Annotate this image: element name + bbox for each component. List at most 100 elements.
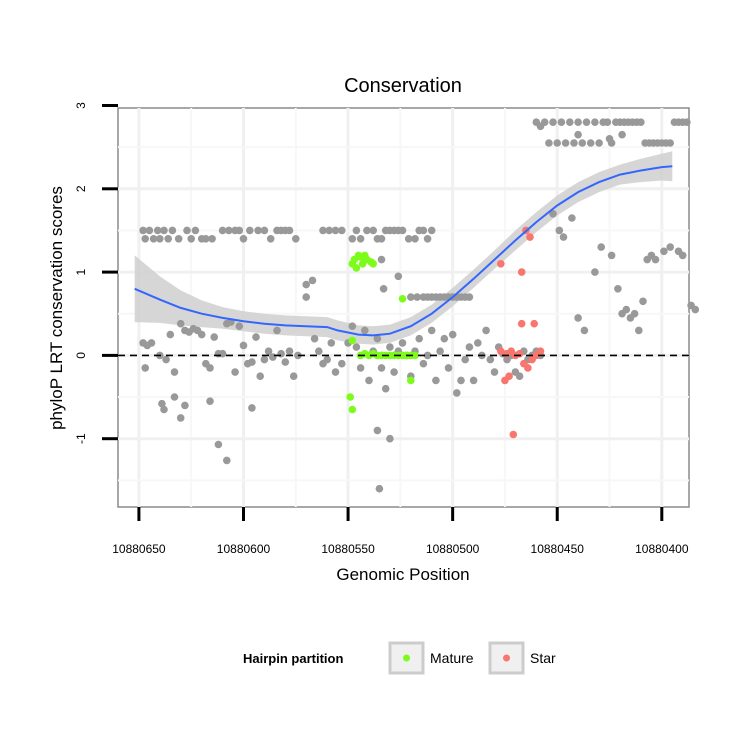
point-other bbox=[373, 426, 382, 435]
point-other bbox=[352, 343, 361, 351]
point-other bbox=[678, 251, 687, 260]
point-other bbox=[302, 280, 311, 289]
point-other bbox=[639, 297, 647, 306]
chart-title: Conservation bbox=[344, 75, 462, 97]
point-other bbox=[490, 368, 499, 376]
point-other bbox=[461, 355, 470, 364]
point-other bbox=[423, 235, 432, 243]
point-star bbox=[536, 347, 545, 356]
point-mature bbox=[348, 336, 357, 345]
point-other bbox=[331, 226, 340, 235]
point-other bbox=[553, 139, 561, 147]
point-other bbox=[474, 339, 482, 347]
point-other bbox=[622, 305, 631, 314]
point-other bbox=[432, 376, 440, 385]
y-tick-label: -1 bbox=[74, 433, 88, 444]
point-other bbox=[635, 326, 643, 335]
point-other bbox=[292, 235, 300, 243]
point-other bbox=[570, 139, 578, 147]
point-other bbox=[218, 226, 227, 235]
confidence-band bbox=[134, 151, 673, 345]
point-other bbox=[419, 359, 428, 368]
x-tick-label: 10880450 bbox=[531, 542, 585, 556]
point-star bbox=[530, 319, 538, 328]
point-other bbox=[235, 322, 244, 331]
point-other bbox=[557, 118, 566, 126]
point-other bbox=[691, 305, 700, 314]
point-other bbox=[482, 326, 490, 335]
point-other bbox=[206, 397, 214, 406]
point-other bbox=[394, 272, 403, 281]
x-tick-label: 10880650 bbox=[112, 542, 166, 556]
point-other bbox=[369, 226, 378, 235]
point-other bbox=[139, 226, 147, 235]
point-other bbox=[448, 330, 457, 339]
point-other bbox=[595, 139, 603, 147]
point-other bbox=[386, 343, 394, 351]
point-star bbox=[517, 319, 526, 328]
point-other bbox=[202, 235, 210, 243]
point-other bbox=[319, 226, 327, 235]
point-other bbox=[683, 118, 691, 126]
point-other bbox=[214, 440, 223, 449]
point-other bbox=[162, 355, 170, 364]
point-other bbox=[486, 355, 495, 364]
point-other bbox=[423, 351, 432, 360]
legend: Hairpin partition Mature Star bbox=[243, 641, 556, 675]
point-other bbox=[413, 293, 421, 301]
point-other bbox=[549, 210, 557, 218]
point-star bbox=[497, 347, 505, 356]
point-other bbox=[252, 333, 260, 341]
point-other bbox=[338, 359, 346, 368]
point-other bbox=[603, 118, 612, 126]
legend-swatch-mature bbox=[403, 654, 410, 662]
point-star bbox=[505, 372, 513, 381]
point-other bbox=[597, 243, 605, 251]
point-mature bbox=[398, 295, 407, 303]
point-other bbox=[277, 349, 285, 358]
point-other bbox=[331, 368, 340, 376]
point-other bbox=[149, 235, 158, 243]
point-other bbox=[375, 484, 384, 493]
point-other bbox=[398, 339, 407, 347]
point-other bbox=[618, 130, 626, 139]
point-other bbox=[141, 364, 149, 372]
point-other bbox=[218, 349, 227, 358]
point-other bbox=[373, 334, 382, 343]
point-other bbox=[515, 372, 524, 381]
point-other bbox=[260, 355, 269, 364]
point-other bbox=[549, 118, 557, 126]
x-axis-title: Genomic Position bbox=[336, 565, 469, 584]
point-star bbox=[497, 260, 505, 268]
point-other bbox=[246, 226, 254, 235]
point-other bbox=[170, 393, 179, 401]
point-other bbox=[398, 226, 407, 235]
point-other bbox=[386, 434, 394, 443]
point-other bbox=[574, 130, 582, 139]
point-other bbox=[181, 401, 189, 410]
point-other bbox=[578, 139, 587, 147]
point-other bbox=[469, 376, 478, 385]
point-other bbox=[404, 235, 413, 243]
point-star bbox=[517, 268, 526, 276]
point-other bbox=[269, 353, 277, 361]
point-other bbox=[465, 343, 474, 351]
point-mature bbox=[352, 264, 361, 272]
point-other bbox=[377, 364, 386, 372]
point-other bbox=[183, 226, 191, 235]
point-other bbox=[327, 339, 336, 347]
point-other bbox=[285, 347, 294, 356]
point-other bbox=[352, 226, 361, 235]
point-other bbox=[363, 226, 371, 235]
point-other bbox=[574, 314, 582, 322]
point-other bbox=[607, 251, 616, 260]
point-other bbox=[168, 226, 177, 235]
point-other bbox=[223, 456, 231, 465]
point-other bbox=[591, 268, 599, 276]
point-other bbox=[390, 368, 398, 376]
point-other bbox=[348, 235, 357, 243]
point-other bbox=[308, 276, 317, 285]
confidence-band-layer bbox=[134, 151, 673, 345]
point-other bbox=[256, 372, 265, 381]
